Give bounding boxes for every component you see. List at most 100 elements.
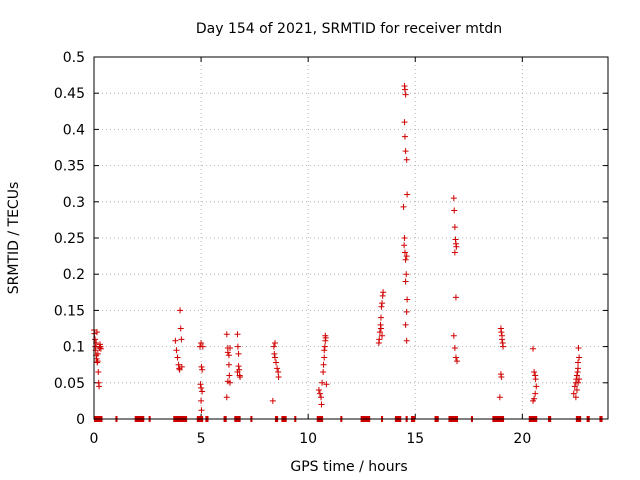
data-point [174,354,181,361]
data-point [451,249,458,256]
data-point [199,388,206,395]
data-point [498,329,505,336]
data-point [319,379,326,386]
data-point [401,242,408,249]
data-point [94,358,101,365]
data-point [321,343,328,350]
data-point [401,249,408,256]
data-point [450,332,457,339]
data-point [403,308,410,315]
x-tick-label: 10 [299,431,317,447]
data-point [269,397,276,404]
data-point [177,307,184,314]
data-point [223,331,230,338]
data-point [318,394,325,401]
data-point [274,365,281,372]
data-point [97,345,104,352]
data-point [321,354,328,361]
data-point [400,203,407,210]
data-point [380,289,387,296]
data-point [322,334,329,341]
data-point [275,368,282,375]
data-point [235,350,242,357]
data-point [454,358,461,365]
data-point [402,91,409,98]
data-point [316,390,323,397]
axis-ticks: 0 0.05 0.1 0.15 0.2 0.25 0.3 0.35 0.4 0.45 0.5 0 5 10… [54,50,608,447]
data-point [178,336,185,343]
data-point [320,368,327,375]
data-point [570,390,577,397]
data-point [173,347,180,354]
data-point [530,345,537,352]
data-point [450,195,457,202]
y-tick-label: 0 [76,412,85,428]
data-point [199,366,206,373]
y-tick-label: 0.45 [54,86,85,102]
data-point [275,374,282,381]
data-point [403,337,410,344]
data-point [575,365,582,372]
data-points [91,82,583,414]
data-point [532,390,539,397]
data-point [226,345,233,352]
data-point [273,359,280,366]
data-point [178,363,185,370]
data-point [318,401,325,408]
y-tick-label: 0.35 [54,159,85,175]
data-point [377,314,384,321]
y-tick-label: 0.5 [63,50,85,66]
chart-title: Day 154 of 2021, SRMTID for receiver mtd… [196,21,502,37]
y-tick-label: 0.2 [63,267,85,283]
data-point [198,384,205,391]
data-point [401,86,408,93]
data-point [379,332,386,339]
x-tick-label: 15 [406,431,424,447]
data-point [451,224,458,231]
x-tick-label: 5 [197,431,206,447]
data-point [93,329,100,336]
data-point [271,339,278,346]
data-point [223,394,230,401]
data-point [198,397,205,404]
data-point [498,336,505,343]
y-tick-label: 0.05 [54,376,85,392]
data-point [378,303,385,310]
data-point [237,374,244,381]
data-point [270,343,277,350]
data-point [94,350,101,357]
data-point [403,156,410,163]
data-point [224,349,231,356]
data-point [234,331,241,338]
data-point [403,271,410,278]
data-point [532,376,539,383]
y-axis-label: SRMTID / TECUs [6,182,22,295]
plot-frame [93,56,609,420]
data-point [404,296,411,303]
data-point [573,387,580,394]
data-point [225,361,232,368]
data-point [235,363,242,370]
data-point [197,381,204,388]
data-point [402,321,409,328]
data-point [571,383,578,390]
data-point [530,397,537,404]
data-point [92,336,99,343]
y-tick-label: 0.4 [63,122,85,138]
x-tick-label: 20 [513,431,531,447]
data-point [402,256,409,263]
data-point [404,191,411,198]
data-point [401,119,408,126]
data-point [498,374,505,381]
data-point [531,368,538,375]
x-axis-label: GPS time / hours [290,459,407,475]
data-point [323,381,330,388]
data-point [402,148,409,155]
data-point [320,361,327,368]
data-point [226,372,233,379]
data-point [95,368,102,375]
y-tick-label: 0.3 [63,195,85,211]
data-point [533,383,540,390]
data-point [573,372,580,379]
x-tick-label: 0 [90,431,99,447]
